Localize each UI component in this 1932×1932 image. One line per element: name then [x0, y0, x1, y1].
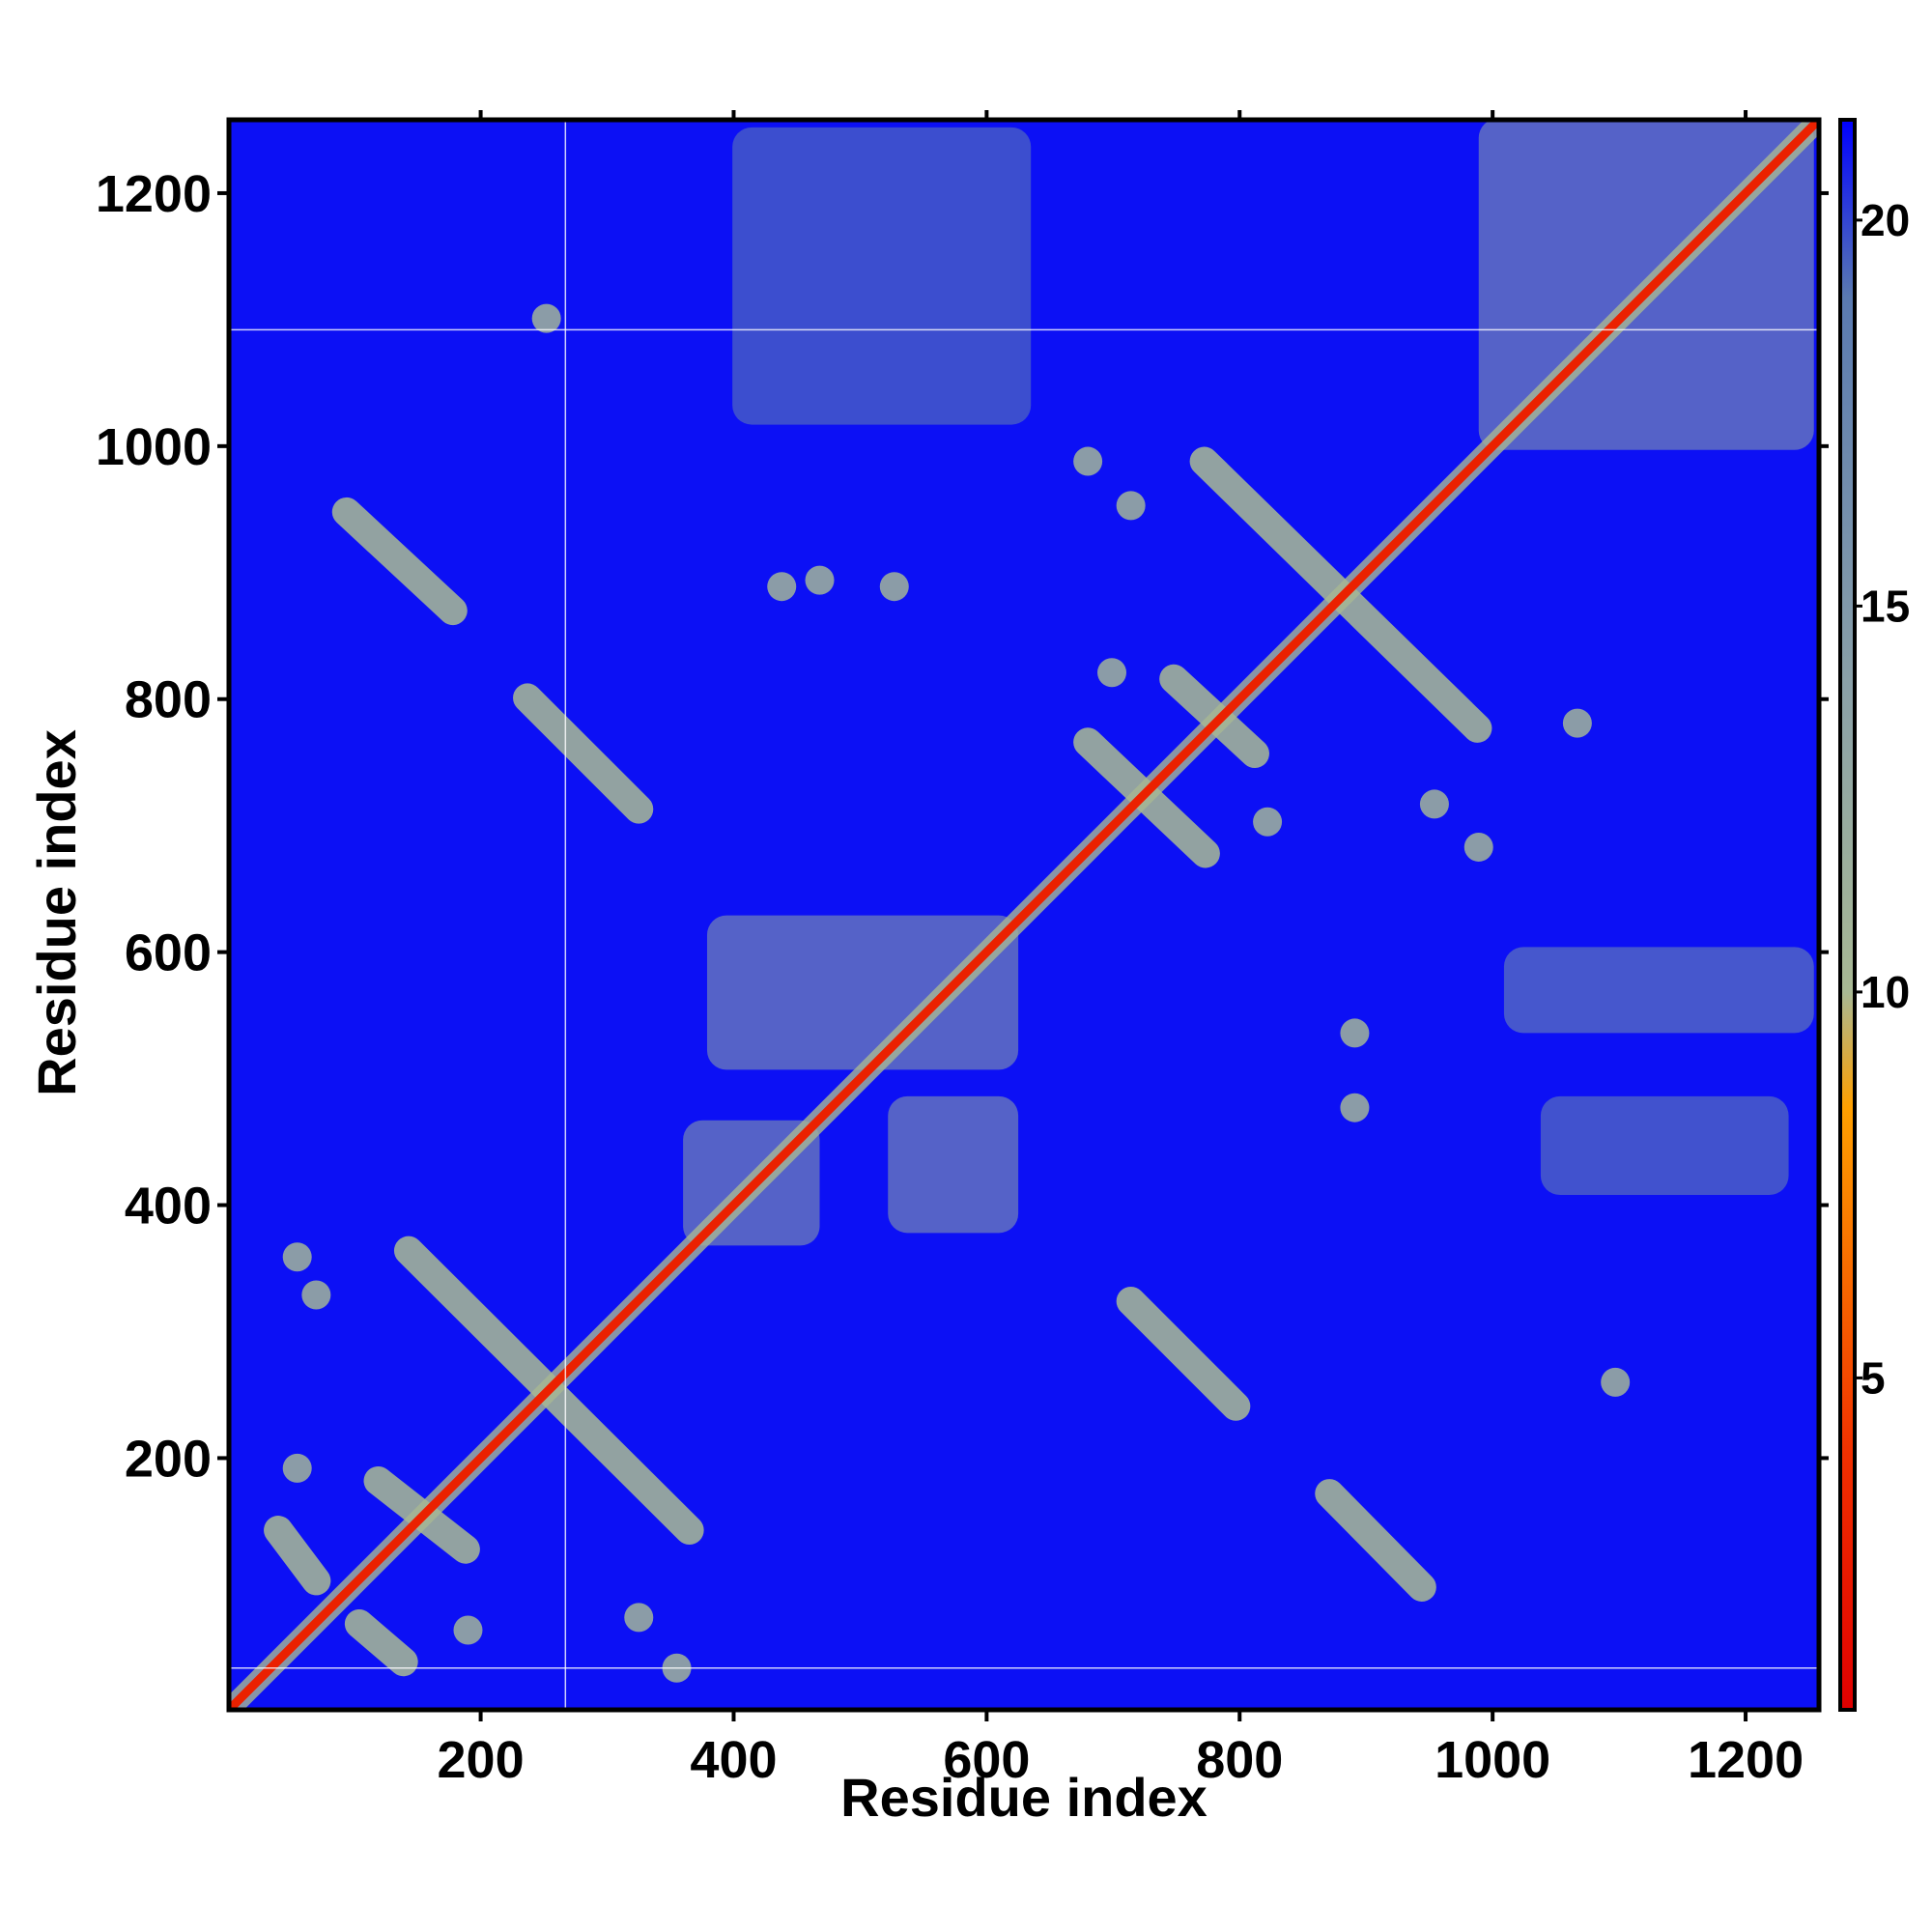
y-tick-label: 1000 — [96, 418, 212, 476]
colorbar-tick-label: 5 — [1861, 1352, 1886, 1403]
contact-blob — [1340, 1093, 1370, 1122]
contact-blob — [1419, 789, 1449, 819]
contact-blob — [1097, 658, 1127, 688]
x-tick-label: 200 — [438, 1731, 525, 1789]
contact-blob — [301, 1280, 331, 1310]
x-tick-label: 1000 — [1435, 1731, 1550, 1789]
x-tick-label: 1200 — [1688, 1731, 1804, 1789]
x-tick-label: 600 — [943, 1731, 1030, 1789]
colorbar-tick-label: 15 — [1861, 581, 1910, 631]
x-tick-label: 800 — [1196, 1731, 1283, 1789]
contact-patch — [732, 127, 1032, 425]
contact-blob — [1116, 491, 1146, 521]
contact-stripe — [513, 683, 654, 824]
contact-blob — [624, 1603, 654, 1633]
y-axis-title: Residue index — [26, 729, 87, 1096]
contact-patch — [706, 915, 1019, 1070]
contact-blob — [531, 303, 561, 333]
plot-frame — [226, 117, 1822, 1713]
contact-stripe — [1116, 1287, 1251, 1421]
contact-blob — [1562, 708, 1592, 738]
contact-patch — [1540, 1095, 1789, 1196]
contact-blob — [879, 572, 909, 602]
colorbar-tick-label: 20 — [1861, 195, 1910, 245]
x-axis-title: Residue index — [840, 1767, 1208, 1828]
heatmap — [229, 120, 1819, 1710]
contact-blob — [767, 572, 797, 602]
y-tick-label: 800 — [125, 671, 212, 729]
y-tick-label: 400 — [125, 1178, 212, 1236]
contact-stripe — [1315, 1479, 1436, 1602]
contact-blob — [453, 1615, 483, 1645]
contact-stripe — [331, 497, 468, 626]
colorbar — [1838, 118, 1857, 1712]
diagonal — [229, 120, 1819, 1710]
y-tick-label: 200 — [125, 1430, 212, 1488]
contact-blob — [282, 1453, 312, 1483]
y-tick-label: 600 — [125, 924, 212, 982]
colorbar-tick-label: 10 — [1861, 967, 1910, 1017]
contact-blob — [1253, 807, 1283, 837]
contact-stripe — [264, 1516, 331, 1596]
contact-blob — [1073, 446, 1103, 476]
contact-stripe — [344, 1608, 418, 1677]
contact-blob — [1463, 832, 1493, 862]
x-tick-label: 400 — [690, 1731, 777, 1789]
contact-patch — [1503, 947, 1814, 1034]
contact-blob — [1601, 1367, 1631, 1397]
contact-blob — [805, 565, 835, 595]
contact-patch — [888, 1095, 1019, 1234]
contact-blob — [282, 1242, 312, 1272]
contact-blob — [1340, 1018, 1370, 1048]
y-tick-label: 1200 — [96, 165, 212, 223]
